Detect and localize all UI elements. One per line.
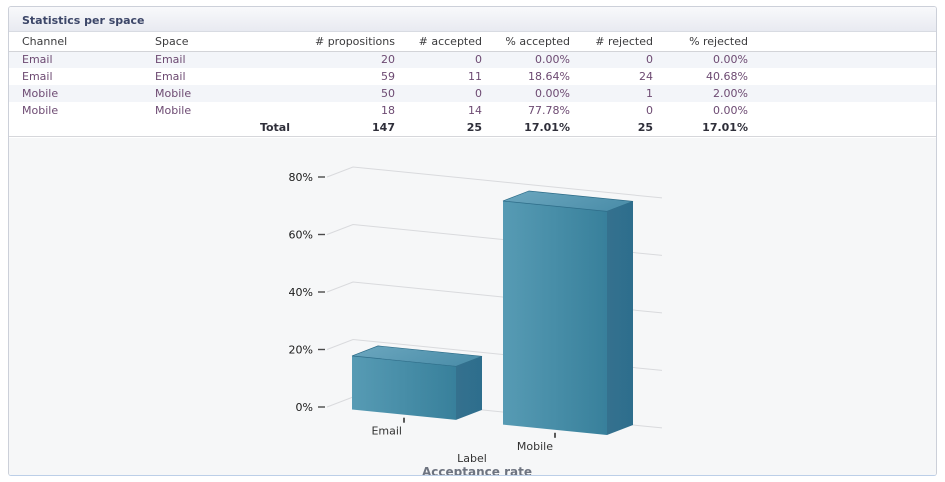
cell-propositions: 20 <box>381 53 395 67</box>
cell-space: Email <box>155 70 186 83</box>
cell-pct-accepted: 0.00% <box>535 87 570 100</box>
col-header-propositions: # propositions <box>290 32 395 52</box>
col-header-rejected: # rejected <box>570 32 653 52</box>
cell-channel: Email <box>22 70 53 83</box>
cell-pct-rejected: 40.68% <box>706 70 748 83</box>
cell-accepted: 0 <box>475 87 482 100</box>
panel-title: Statistics per space <box>22 14 145 27</box>
acceptance-rate-chart: 0% 20% 40% 60% 80% Email Mobile LabelAcceptance… <box>289 166 663 476</box>
col-header-accepted: # accepted <box>395 32 482 52</box>
svg-text:Acceptance rate: Acceptance rate <box>422 465 532 476</box>
cell-rejected: 24 <box>639 70 653 83</box>
chart-section: 0% 20% 40% 60% 80% Email Mobile Label Acceptance… <box>9 138 936 475</box>
total-pct-rejected: 17.01% <box>653 119 748 137</box>
col-header-filler <box>748 32 936 52</box>
svg-text:0%: 0% <box>296 401 313 414</box>
table-row: Mobile Mobile 18 14 77.78% 0 0.00% <box>9 102 936 119</box>
cell-space: Email <box>155 53 186 67</box>
cell-space: Mobile <box>155 87 192 100</box>
cell-propositions: 59 <box>381 70 395 83</box>
cell-accepted: 0 <box>475 53 482 67</box>
total-label: Total <box>155 119 290 137</box>
cell-pct-accepted: 77.78% <box>528 104 570 117</box>
col-header-pct-accepted: % accepted <box>482 32 570 52</box>
cell-rejected: 0 <box>646 53 653 67</box>
total-row: Total 147 25 17.01% 25 17.01% <box>9 119 936 137</box>
col-header-space: Space <box>155 32 290 52</box>
cell-rejected: 0 <box>646 104 653 117</box>
cell-accepted: 11 <box>468 70 482 83</box>
cell-channel: Mobile <box>22 104 59 117</box>
cell-rejected: 1 <box>646 87 653 100</box>
svg-text:20%: 20% <box>289 344 313 357</box>
svg-text:40%: 40% <box>289 286 313 299</box>
stats-table: Channel Space # propositions # accepted … <box>9 32 936 137</box>
svg-text:Mobile: Mobile <box>517 440 553 453</box>
col-header-pct-rejected: % rejected <box>653 32 748 52</box>
panel-header: Statistics per space <box>9 7 936 32</box>
cell-channel: Email <box>22 53 53 67</box>
table-row: Email Email 20 0 0.00% 0 0.00% <box>9 51 936 68</box>
svg-text:Email: Email <box>371 425 402 438</box>
cell-pct-accepted: 0.00% <box>535 53 570 67</box>
cell-pct-rejected: 0.00% <box>713 53 748 67</box>
table-header-row: Channel Space # propositions # accepted … <box>9 32 936 52</box>
cell-space: Mobile <box>155 104 192 117</box>
cell-accepted: 14 <box>468 104 482 117</box>
total-pct-accepted: 17.01% <box>482 119 570 137</box>
total-accepted: 25 <box>395 119 482 137</box>
statistics-panel: Statistics per space Channel Space # pro… <box>8 6 937 476</box>
cell-pct-rejected: 0.00% <box>713 104 748 117</box>
cell-pct-accepted: 18.64% <box>528 70 570 83</box>
cell-propositions: 18 <box>381 104 395 117</box>
table-row: Mobile Mobile 50 0 0.00% 1 2.00% <box>9 85 936 102</box>
cell-propositions: 50 <box>381 87 395 100</box>
svg-text:60%: 60% <box>289 229 313 242</box>
svg-text:80%: 80% <box>289 171 313 184</box>
table-row: Email Email 59 11 18.64% 24 40.68% <box>9 68 936 85</box>
svg-text:Label: Label <box>457 452 487 465</box>
total-rejected: 25 <box>570 119 653 137</box>
cell-channel: Mobile <box>22 87 59 100</box>
col-header-channel: Channel <box>9 32 155 52</box>
cell-pct-rejected: 2.00% <box>713 87 748 100</box>
total-propositions: 147 <box>290 119 395 137</box>
